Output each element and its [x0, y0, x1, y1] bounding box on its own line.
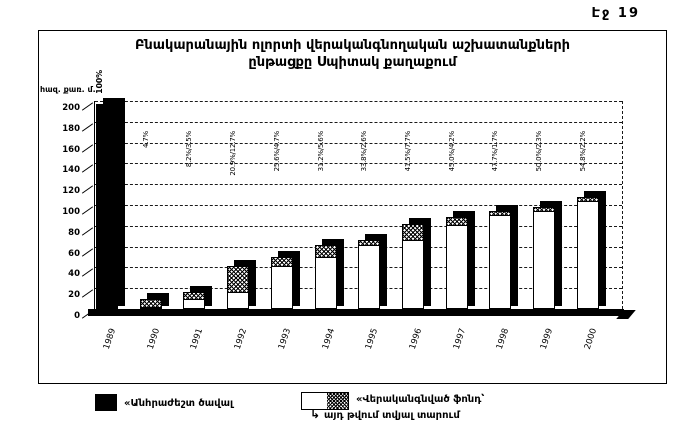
y-tick-label: 60	[68, 248, 80, 259]
y-axis-line	[94, 101, 95, 310]
bar-face-1993	[270, 256, 293, 309]
gridline	[95, 225, 622, 227]
gridline	[95, 163, 622, 165]
y-tick-label: 0	[74, 311, 80, 321]
bar-cap-1997	[446, 217, 467, 227]
bar-cap-2000	[577, 197, 598, 203]
bar-cap-1995	[359, 240, 380, 247]
y-tick-label: 200	[62, 103, 80, 113]
bar-face-1994	[314, 245, 337, 309]
legend-restored-sub-label: այդ թվում տվյալ տարում	[324, 410, 460, 421]
bar-cap-1998	[490, 212, 511, 216]
chart-frame	[38, 30, 667, 384]
y-axis-unit-label: հազ. քառ. մ.	[40, 85, 96, 94]
y-tick-label: 180	[62, 123, 80, 134]
gridline	[95, 101, 622, 102]
y-tick-label: 40	[68, 269, 80, 280]
gridline	[95, 142, 622, 144]
bar-percent-label: 50.0%/2.3%	[535, 131, 543, 172]
bar-percent-label: 8.2%/3.5%	[185, 131, 194, 168]
corner-arrow-icon: ↳	[310, 407, 321, 421]
bar-cap-1990	[140, 300, 161, 308]
bar-cap-1999	[534, 207, 554, 213]
bar-percent-label: 4.7%	[141, 131, 150, 148]
bar-percent-label: 31.2%/5.6%	[316, 131, 325, 172]
crosshatch-pattern-icon	[327, 393, 348, 409]
bar-face-1992	[227, 266, 250, 309]
bar-percent-label: 41.5%/7.7%	[403, 131, 412, 172]
legend-required-label: «Անհրաժեշտ ծավալ	[124, 398, 234, 409]
bar-cap-1993	[271, 257, 292, 268]
bar-percent-label: 47.7%/1.7%	[491, 131, 500, 172]
bar-face-1996	[401, 223, 424, 309]
chart-title-line1: Բնակարանային ոլորտի վերականգնողական աշխա…	[134, 38, 571, 53]
y-tick-label: 140	[62, 165, 80, 176]
plot-right-edge	[622, 101, 623, 309]
bar-cap-1992	[228, 267, 249, 294]
chart-floor	[88, 309, 624, 316]
legend-required-swatch	[95, 394, 117, 411]
bar-cap-1996	[402, 224, 423, 241]
bar-face-2000	[576, 196, 599, 309]
bar-percent-label: 54.8%/2.2%	[578, 131, 587, 172]
legend-restored-label: «Վերականգնված ֆոնդ՝	[356, 394, 485, 405]
bar-percent-label: 25.6%/4.7%	[272, 131, 281, 172]
gridline	[95, 184, 622, 186]
y-tick-label: 20	[68, 290, 80, 301]
bar-cap-1994	[315, 246, 336, 258]
y-tick-label: 160	[62, 144, 80, 155]
bar-face-1989	[96, 104, 118, 309]
gridline	[95, 205, 622, 206]
y-tick-label: 80	[68, 227, 80, 238]
bar-face-1990	[139, 299, 162, 309]
bar-face-1997	[445, 216, 468, 309]
chart-title-line2: ընթացքը Սպիտակ քաղաքում	[248, 55, 457, 70]
chart-legend: «Անհրաժեշտ ծավալ «Վերականգնված ֆոնդ՝ ↳ ա…	[38, 390, 667, 430]
bar-face-1999	[533, 206, 555, 309]
page-number: Էջ 19	[591, 6, 640, 21]
bar-percent-label: 33.8%/2.6%	[360, 131, 369, 172]
bar-percent-label: 20.9%/12.7%	[229, 131, 238, 176]
bar-face-1991	[183, 292, 206, 309]
bar-percent-label: 100%	[95, 70, 104, 94]
chart-title: Բնակարանային ոլորտի վերականգնողական աշխա…	[38, 37, 667, 71]
gridline	[95, 121, 622, 123]
bar-face-1995	[358, 239, 381, 309]
bar-cap-1991	[184, 293, 205, 301]
y-tick-label: 120	[62, 186, 80, 197]
y-tick-label: 100	[62, 207, 80, 217]
bar-face-1998	[489, 211, 512, 309]
legend-restored-swatch	[301, 392, 349, 410]
bar-percent-label: 45.0%/4.2%	[447, 131, 456, 172]
